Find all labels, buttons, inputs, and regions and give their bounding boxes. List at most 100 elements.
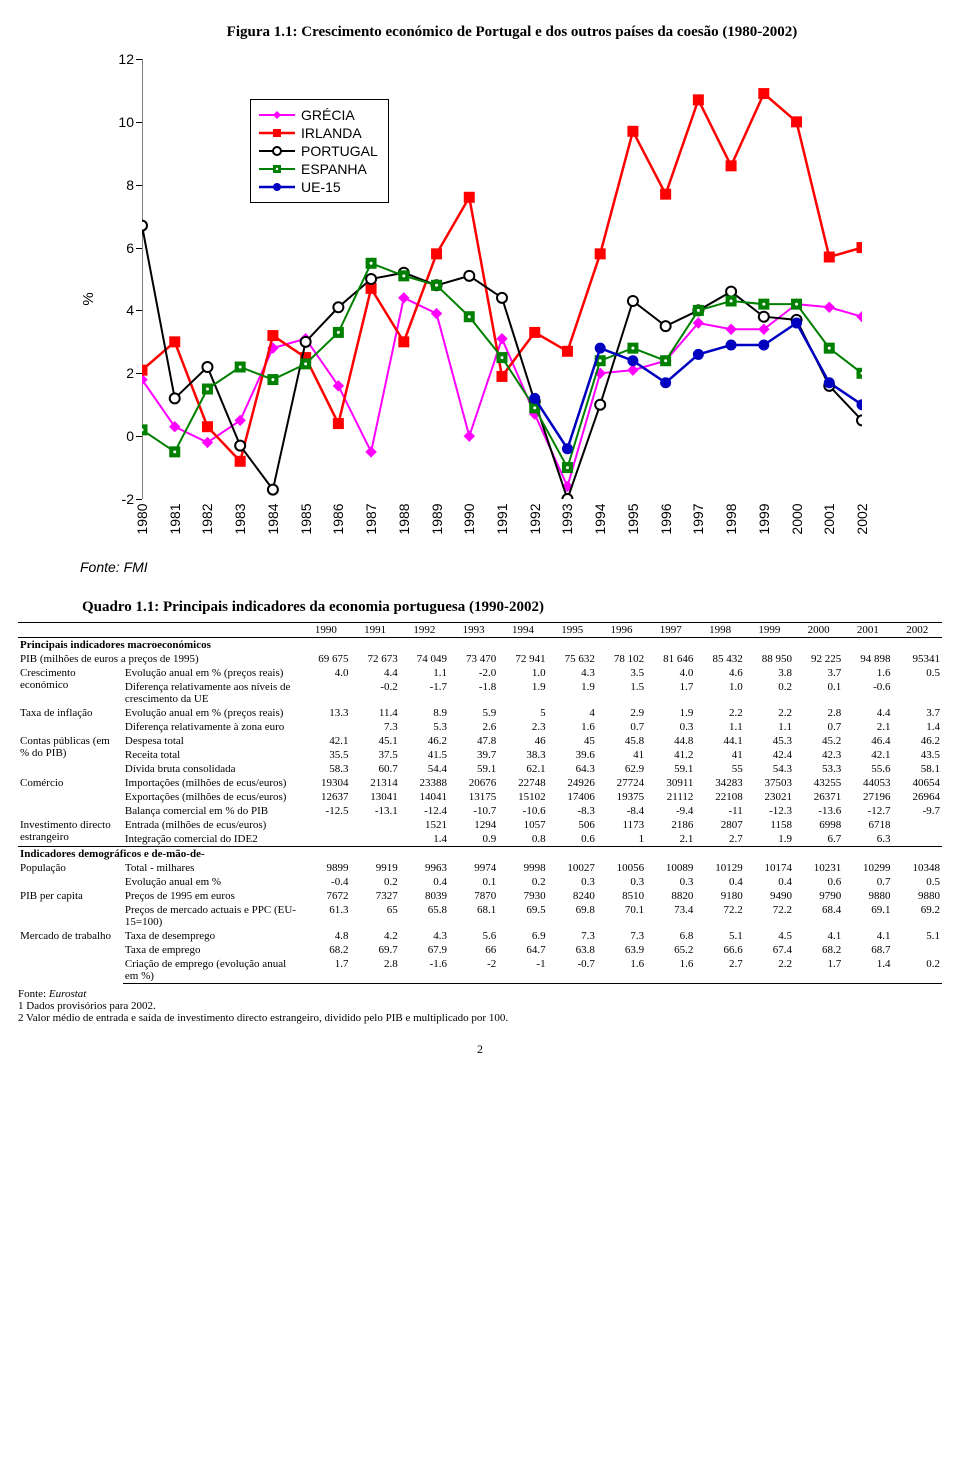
table-cell: 1996 [597,623,646,638]
legend-item: PORTUGAL [259,142,378,160]
table-cell: 9974 [449,861,498,875]
table-cell: -1.6 [400,957,449,984]
table-cell: 61.3 [301,903,350,929]
table-cell: Integração comercial do IDE2 [123,832,301,847]
table-cell: 41.2 [646,748,695,762]
table-cell: Indicadores demográficos e de-mão-de- [18,847,942,862]
table-cell: 5.9 [449,706,498,720]
x-tick-label: 1982 [199,503,215,534]
table-cell: Crescimento económico [18,666,123,706]
legend-label: IRLANDA [301,125,362,141]
table-cell: 1.6 [548,720,597,734]
table-cell: 7.3 [548,929,597,943]
x-tick-label: 1991 [494,503,510,534]
table-cell: 41 [597,748,646,762]
table-cell: 13175 [449,790,498,804]
table-cell [350,818,399,832]
table-cell: 21112 [646,790,695,804]
table-cell: 39.7 [449,748,498,762]
table-cell: 9919 [350,861,399,875]
table-cell: 72 673 [350,652,399,666]
table-cell: 0.1 [794,680,843,706]
table-cell: Exportações (milhões de ecus/euros) [123,790,301,804]
table-cell: 69.8 [548,903,597,929]
x-tick-label: 2001 [821,503,837,534]
figure-1-1: Figura 1.1: Crescimento económico de Por… [80,24,880,575]
x-tick-label: 1996 [658,503,674,534]
table-cell: 0.3 [646,720,695,734]
table-cell: 2.1 [646,832,695,847]
table-cell: 1990 [301,623,350,638]
y-tick-label: 4 [106,302,134,318]
table-cell: 63.9 [597,943,646,957]
table-source: Fonte: Eurostat [18,988,942,1000]
table-cell: Taxa de inflação [18,706,123,734]
table-cell: 1.4 [843,957,892,984]
table-cell: 3.5 [597,666,646,680]
table-cell: 1.5 [597,680,646,706]
table-cell: 45.1 [350,734,399,748]
table-cell: -2 [449,957,498,984]
table-cell: -2.0 [449,666,498,680]
table-cell: 1.4 [400,832,449,847]
table-cell: 47.8 [449,734,498,748]
table-cell: 9490 [745,889,794,903]
table-cell: 67.9 [400,943,449,957]
table-cell: 1173 [597,818,646,832]
table-cell: 68.1 [449,903,498,929]
table-cell: 44.1 [695,734,744,748]
table-cell: Diferença relativamente à zona euro [123,720,301,734]
table-cell: 64.3 [548,762,597,776]
table-cell: Importações (milhões de ecus/euros) [123,776,301,790]
y-tick-label: 0 [106,428,134,444]
table-cell: 10299 [843,861,892,875]
table-cell: Evolução anual em % (preços reais) [123,666,301,680]
table-cell: 0.6 [548,832,597,847]
table-cell: 1158 [745,818,794,832]
table-cell [893,680,942,706]
table-cell: 92 225 [794,652,843,666]
table-cell [18,623,301,638]
table-cell: 1.9 [498,680,547,706]
table-cell: 1.6 [646,957,695,984]
table-cell: 72.2 [695,903,744,929]
table-cell: -10.6 [498,804,547,818]
x-tick-label: 2002 [854,503,870,534]
x-tick-label: 1998 [723,503,739,534]
x-tick-label: 1981 [167,503,183,534]
table-cell: 0.2 [893,957,942,984]
table-cell: 8.9 [400,706,449,720]
table-cell: 4.4 [350,666,399,680]
table-cell: 8240 [548,889,597,903]
table-cell: 2.1 [843,720,892,734]
table-cell: 17406 [548,790,597,804]
table-cell: 4.4 [843,706,892,720]
table-cell: 68.2 [794,943,843,957]
table-cell: 6.7 [794,832,843,847]
table-cell: Comércio [18,776,123,818]
x-tick-label: 1994 [592,503,608,534]
table-cell: 73.4 [646,903,695,929]
table-cell: 0.7 [597,720,646,734]
table-cell: 26371 [794,790,843,804]
table-cell: 62.9 [597,762,646,776]
table-cell: -1 [498,957,547,984]
table-cell: 9790 [794,889,843,903]
table-cell: 65.2 [646,943,695,957]
table-cell: 5.1 [893,929,942,943]
table-cell: -0.7 [548,957,597,984]
table-cell: -12.7 [843,804,892,818]
table-cell: Principais indicadores macroeconómicos [18,638,942,653]
table-cell: -8.3 [548,804,597,818]
x-tick-label: 1983 [232,503,248,534]
table-cell: -12.4 [400,804,449,818]
table-cell: 0.7 [794,720,843,734]
table-cell [893,818,942,832]
table-cell: Investimento directo estrangeiro [18,818,123,847]
table-cell: -9.4 [646,804,695,818]
y-tick-label: 8 [106,177,134,193]
table-cell: 41 [695,748,744,762]
table-cell: 35.5 [301,748,350,762]
table-cell: 0.8 [498,832,547,847]
table-cell: 0.2 [745,680,794,706]
